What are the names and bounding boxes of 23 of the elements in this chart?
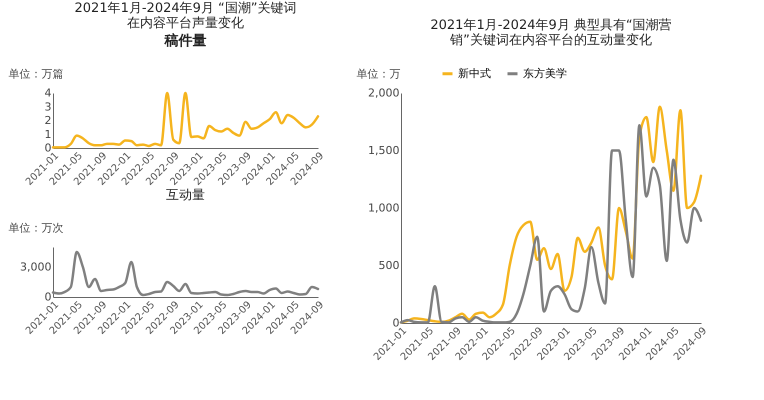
y-tick-label: 1,500 [368, 144, 400, 157]
line-series [52, 92, 320, 149]
y-tick-label: 1 [44, 128, 52, 141]
y-tick-label: 2 [44, 114, 52, 127]
chart-title: 2021年1月-2024年9月 典型具有“国潮营销”关键词在内容平台的互动量变化 [430, 18, 672, 48]
chart-title: 2021年1月-2024年9月 “国潮”关键词在内容平台声量变化 [74, 1, 297, 31]
y-axis-title: 单位：万篇 [8, 68, 64, 80]
chart-title: 互动量 [166, 188, 205, 203]
y-tick-label: 4 [44, 86, 52, 100]
legend-label: 新中式 [458, 66, 491, 80]
legend-label: 东方美学 [523, 66, 567, 80]
y-tick-label: 2,000 [368, 86, 400, 100]
y-tick-label: 3,000 [20, 260, 52, 274]
y-tick-label: 0 [44, 290, 52, 304]
line-series [52, 250, 320, 296]
y-tick-label: 500 [378, 259, 400, 272]
chart-subtitle: 稿件量 [164, 32, 206, 49]
y-tick-label: 0 [44, 142, 52, 154]
y-axis-title: 单位：万 [356, 68, 400, 80]
y-tick-label: 0 [392, 316, 400, 330]
y-axis-title: 单位：万次 [8, 222, 64, 234]
y-tick-label: 1,000 [368, 202, 400, 214]
y-tick-label: 3 [44, 100, 52, 114]
